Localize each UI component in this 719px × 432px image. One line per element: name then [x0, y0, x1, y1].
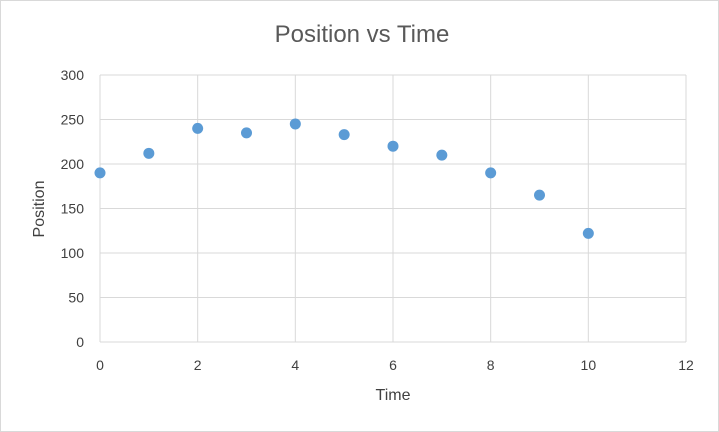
data-point	[192, 122, 204, 134]
x-tick-label: 10	[581, 357, 597, 373]
y-tick-label: 50	[68, 290, 84, 306]
data-point	[436, 149, 448, 161]
x-tick-label: 0	[96, 357, 104, 373]
x-axis-tick-labels: 0 2 4 6 8 10 12	[96, 357, 694, 373]
data-point	[143, 147, 155, 159]
data-point	[338, 129, 350, 141]
y-tick-label: 100	[61, 245, 85, 261]
data-point	[289, 118, 301, 130]
data-point	[241, 127, 252, 139]
y-axis-tick-labels: 0 50 100 150 200 250 300	[61, 67, 85, 350]
gridlines	[99, 74, 687, 343]
data-points	[94, 118, 594, 239]
data-point	[387, 140, 399, 152]
y-axis-label: Position	[31, 181, 48, 238]
data-point	[94, 167, 106, 179]
x-tick-label: 8	[487, 357, 495, 373]
y-tick-label: 300	[61, 67, 85, 83]
x-tick-label: 6	[389, 357, 397, 373]
y-tick-label: 250	[61, 112, 85, 128]
data-point	[534, 189, 545, 201]
x-axis-label: Time	[376, 387, 411, 404]
x-tick-label: 12	[678, 357, 694, 373]
y-tick-label: 150	[61, 201, 85, 217]
chart-title: Position vs Time	[275, 21, 450, 48]
x-tick-label: 2	[194, 357, 202, 373]
data-point	[485, 167, 497, 179]
y-tick-label: 200	[61, 156, 85, 172]
x-tick-label: 4	[291, 357, 299, 373]
y-tick-label: 0	[76, 334, 84, 350]
data-point	[582, 227, 594, 239]
